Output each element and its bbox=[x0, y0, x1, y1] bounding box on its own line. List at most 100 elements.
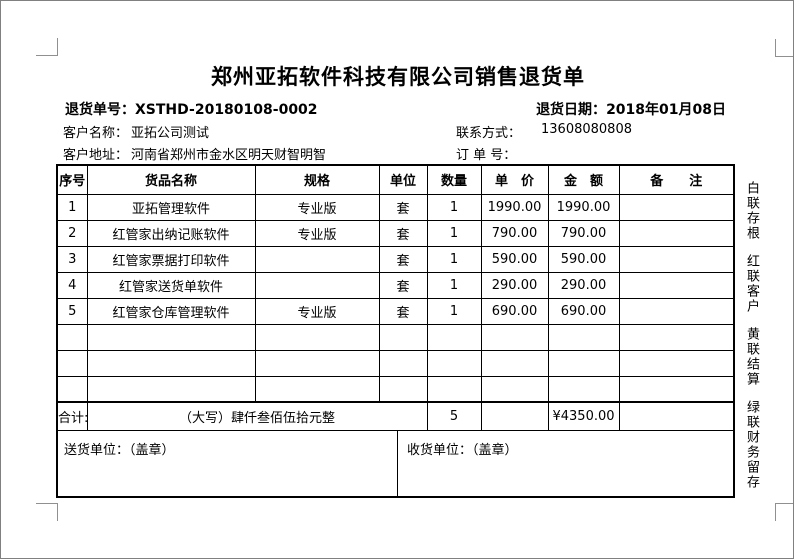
cell-amount bbox=[547, 375, 620, 403]
cell-spec: 专业版 bbox=[254, 193, 380, 221]
cell-spec bbox=[254, 375, 380, 403]
cell-unit bbox=[378, 375, 428, 403]
table-row-empty bbox=[56, 323, 735, 351]
cell-unit-price: 590.00 bbox=[480, 245, 549, 273]
cell-index: 3 bbox=[56, 245, 88, 273]
cell-unit-price bbox=[480, 349, 549, 377]
cell-unit-price: 690.00 bbox=[480, 297, 549, 325]
cell-qty: 1 bbox=[426, 219, 482, 247]
copy-note-yellow-settlement: 黄联结算 bbox=[744, 327, 759, 387]
cell-unit bbox=[378, 349, 428, 377]
cell-amount: 1990.00 bbox=[547, 193, 620, 221]
cell-qty bbox=[426, 323, 482, 351]
customer-name-value: 亚拓公司测试 bbox=[131, 126, 210, 141]
cell-amount: 790.00 bbox=[547, 219, 620, 247]
return-date-label: 退货日期： bbox=[536, 102, 607, 118]
cell-index: 5 bbox=[56, 297, 88, 325]
cell-unit-price: 290.00 bbox=[480, 271, 549, 299]
cell-product-name: 红管家票据打印软件 bbox=[86, 245, 256, 273]
cell-index bbox=[56, 375, 88, 403]
customer-address-label: 客户地址： bbox=[63, 148, 129, 163]
crop-mark-bottom-right bbox=[775, 503, 793, 521]
cell-amount: 290.00 bbox=[547, 271, 620, 299]
cell-product-name: 红管家送货单软件 bbox=[86, 271, 256, 299]
receiver-signature-area: 收货单位：（盖章） bbox=[398, 431, 733, 496]
cell-qty bbox=[426, 375, 482, 403]
return-date-field: 退货日期：2018年01月08日 bbox=[536, 99, 726, 119]
cell-note bbox=[618, 245, 735, 273]
return-no-value: XSTHD-20180108-0002 bbox=[135, 102, 318, 118]
col-header-qty: 数量 bbox=[426, 164, 482, 195]
cell-product-name bbox=[86, 349, 256, 377]
cell-unit-price: 1990.00 bbox=[480, 193, 549, 221]
cell-qty: 1 bbox=[426, 271, 482, 299]
col-header-amount: 金 额 bbox=[547, 164, 620, 195]
cell-qty bbox=[426, 349, 482, 377]
page-title: 郑州亚拓软件科技有限公司销售退货单 bbox=[211, 65, 585, 89]
table-row: 4 红管家送货单软件 套 1 290.00 290.00 bbox=[56, 271, 735, 299]
total-note-blank bbox=[618, 401, 735, 431]
cell-amount bbox=[547, 349, 620, 377]
table-row-empty bbox=[56, 375, 735, 403]
cell-unit: 套 bbox=[378, 271, 428, 299]
cell-note bbox=[618, 193, 735, 221]
cell-unit-price bbox=[480, 323, 549, 351]
cell-unit: 套 bbox=[378, 219, 428, 247]
table-row-empty bbox=[56, 349, 735, 377]
return-date-value: 2018年01月08日 bbox=[606, 102, 726, 118]
col-header-note: 备 注 bbox=[618, 164, 735, 195]
cell-spec bbox=[254, 349, 380, 377]
col-header-spec: 规格 bbox=[254, 164, 380, 195]
total-amount-in-words: （大写）肆仟叁佰伍拾元整 bbox=[86, 401, 428, 431]
cell-index bbox=[56, 349, 88, 377]
contact-label: 联系方式： bbox=[456, 126, 522, 141]
cell-amount: 590.00 bbox=[547, 245, 620, 273]
cell-product-name: 红管家出纳记账软件 bbox=[86, 219, 256, 247]
total-unit-price-blank bbox=[480, 401, 549, 431]
cell-product-name: 红管家仓库管理软件 bbox=[86, 297, 256, 325]
cell-qty: 1 bbox=[426, 297, 482, 325]
cell-note bbox=[618, 271, 735, 299]
cell-index: 2 bbox=[56, 219, 88, 247]
cell-spec bbox=[254, 323, 380, 351]
order-no-label: 订 单 号： bbox=[456, 148, 517, 163]
items-table: 序号 货品名称 规格 单位 数量 单 价 金 额 备 注 1 亚拓管理软件 专业… bbox=[56, 164, 735, 498]
cell-spec: 专业版 bbox=[254, 219, 380, 247]
total-label: 合计: bbox=[56, 401, 88, 431]
table-header-row: 序号 货品名称 规格 单位 数量 单 价 金 额 备 注 bbox=[56, 164, 735, 195]
col-header-index: 序号 bbox=[56, 164, 88, 195]
cell-unit-price: 790.00 bbox=[480, 219, 549, 247]
signature-row: 送货单位：（盖章） 收货单位：（盖章） bbox=[56, 429, 735, 498]
cell-spec: 专业版 bbox=[254, 297, 380, 325]
col-header-unit-price: 单 价 bbox=[480, 164, 549, 195]
cell-qty: 1 bbox=[426, 245, 482, 273]
table-row: 3 红管家票据打印软件 套 1 590.00 590.00 bbox=[56, 245, 735, 273]
table-row: 1 亚拓管理软件 专业版 套 1 1990.00 1990.00 bbox=[56, 193, 735, 221]
cell-unit bbox=[378, 323, 428, 351]
table-row: 5 红管家仓库管理软件 专业版 套 1 690.00 690.00 bbox=[56, 297, 735, 325]
cell-unit: 套 bbox=[378, 297, 428, 325]
cell-amount: 690.00 bbox=[547, 297, 620, 325]
cell-note bbox=[618, 297, 735, 325]
cell-note bbox=[618, 375, 735, 403]
cell-index bbox=[56, 323, 88, 351]
table-row: 2 红管家出纳记账软件 专业版 套 1 790.00 790.00 bbox=[56, 219, 735, 247]
cell-product-name: 亚拓管理软件 bbox=[86, 193, 256, 221]
cell-unit: 套 bbox=[378, 193, 428, 221]
crop-mark-top-left bbox=[36, 38, 58, 56]
cell-spec bbox=[254, 245, 380, 273]
cell-spec bbox=[254, 271, 380, 299]
cell-qty: 1 bbox=[426, 193, 482, 221]
copy-note-white-stub: 白联存根 bbox=[744, 181, 759, 241]
contact-value: 13608080808 bbox=[541, 122, 632, 137]
cell-product-name bbox=[86, 323, 256, 351]
return-no-label: 退货单号： bbox=[65, 102, 135, 118]
cell-unit-price bbox=[480, 375, 549, 403]
customer-name-label: 客户名称： bbox=[63, 126, 129, 141]
total-amount: ¥4350.00 bbox=[547, 401, 620, 431]
cell-amount bbox=[547, 323, 620, 351]
sender-signature-area: 送货单位：（盖章） bbox=[58, 431, 398, 496]
crop-mark-bottom-left bbox=[36, 503, 58, 521]
copy-distribution-notes: 白联存根 红联客户 黄联结算 绿联财务留存 bbox=[743, 181, 759, 490]
